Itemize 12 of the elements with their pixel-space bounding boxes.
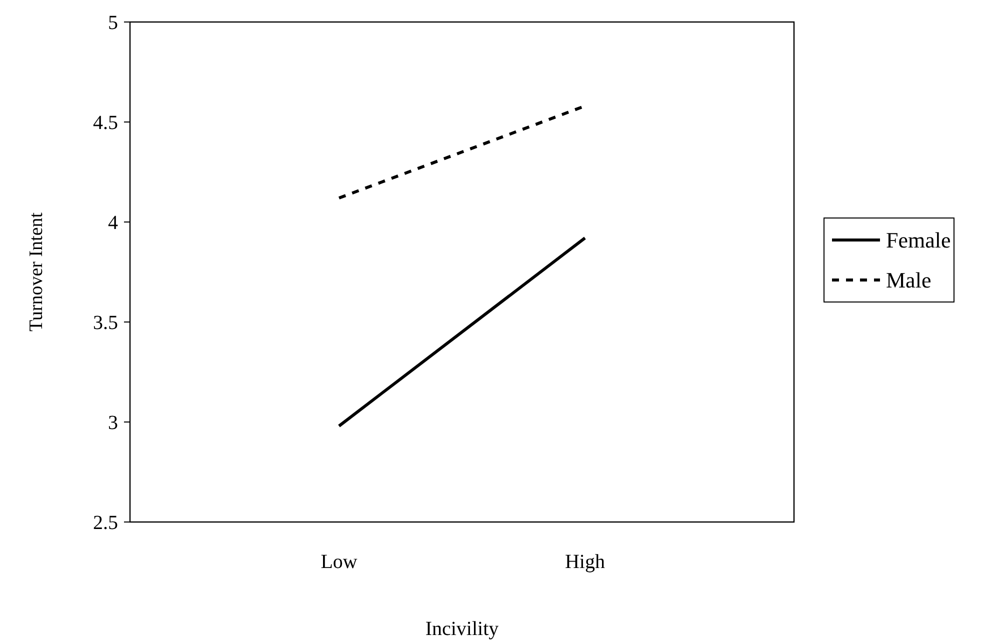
x-tick-label: High [564,551,605,573]
y-tick-label: 2.5 [93,512,118,534]
legend-label: Male [886,268,932,293]
y-tick-label: 5 [108,12,118,34]
y-axis-title: Turnover Intent [26,212,47,332]
y-tick-label: 4 [108,212,118,234]
y-tick-label: 3 [108,412,118,434]
y-tick-label: 3.5 [93,312,118,334]
x-axis-title: Incivility [425,618,499,640]
x-tick-label: Low [320,551,358,573]
y-tick-label: 4.5 [93,112,118,134]
legend-label: Female [886,228,951,253]
